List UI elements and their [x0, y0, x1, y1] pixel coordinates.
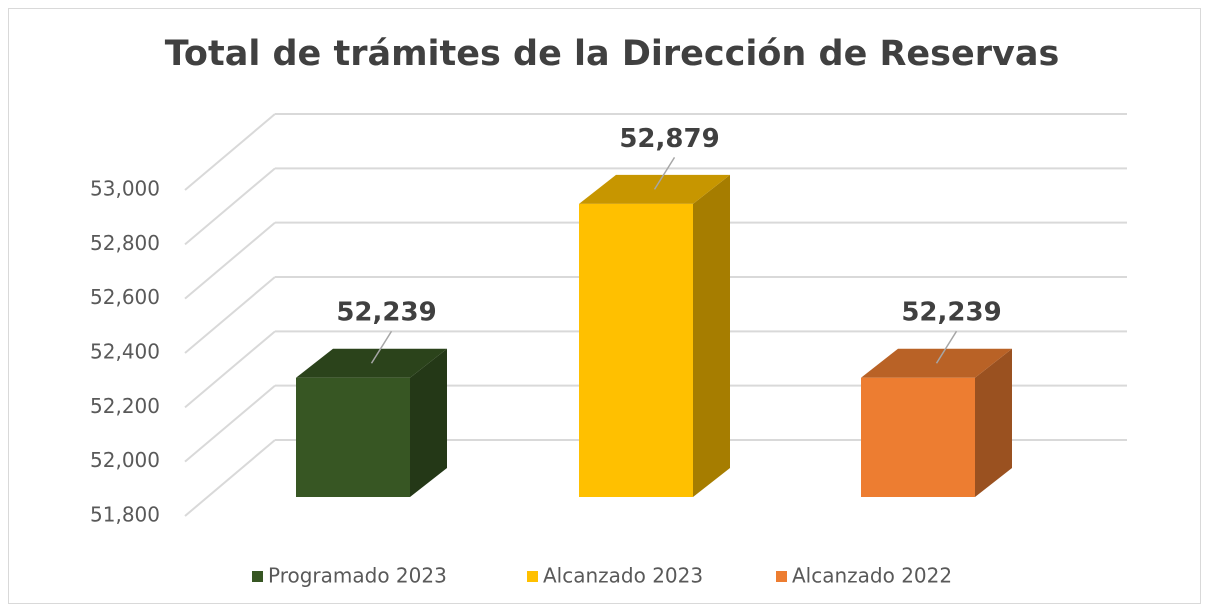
grid-line: [184, 439, 276, 517]
bar: [296, 377, 410, 497]
bar: [861, 377, 975, 497]
y-tick-label: 52,600: [90, 285, 160, 309]
y-tick-label: 52,800: [90, 231, 160, 255]
y-tick-label: 51,800: [90, 503, 160, 527]
data-label: 52,879: [619, 124, 719, 154]
legend-label: Alcanzado 2023: [543, 564, 703, 588]
legend-label: Programado 2023: [268, 564, 447, 588]
bar-side: [975, 348, 1012, 497]
legend-swatch: [252, 571, 263, 582]
leader-line: [370, 330, 393, 364]
grid-line: [184, 113, 276, 191]
y-tick-label: 52,200: [90, 394, 160, 418]
data-label: 52,239: [336, 298, 436, 328]
data-label: 52,239: [901, 298, 1001, 328]
grid-line: [184, 167, 276, 246]
legend-label: Alcanzado 2022: [792, 564, 952, 588]
y-tick-label: 52,000: [90, 448, 160, 472]
y-tick-label: 52,400: [90, 340, 160, 364]
legend-swatch: [776, 571, 787, 582]
leader-line: [653, 156, 676, 190]
leader-line: [935, 330, 958, 364]
bar: [579, 203, 693, 497]
bar-side: [410, 348, 447, 497]
y-tick-label: 53,000: [90, 177, 160, 201]
grid-line: [184, 330, 276, 409]
bar-side: [693, 174, 730, 497]
grid-line: [184, 384, 276, 463]
chart-title: Total de trámites de la Dirección de Res…: [165, 34, 1060, 74]
grid-line: [184, 221, 276, 300]
grid-line: [184, 276, 276, 354]
legend-swatch: [527, 571, 538, 582]
